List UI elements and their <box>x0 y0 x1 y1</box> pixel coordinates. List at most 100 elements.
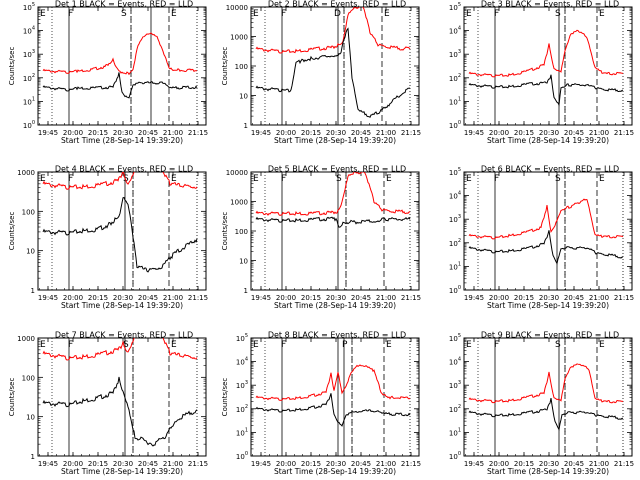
y-tick-exponent: 4 <box>458 191 461 197</box>
x-tick-label: 21:00 <box>376 294 396 302</box>
x-tick-label: 20:15 <box>88 129 108 137</box>
marker-letter: E <box>171 174 177 184</box>
x-tick-label: 20:45 <box>138 294 158 302</box>
x-tick-label: 20:00 <box>276 129 296 137</box>
y-tick-label: 103 <box>449 49 461 59</box>
y-tick-label: 104 <box>449 26 461 36</box>
x-tick-label: 20:00 <box>489 460 509 468</box>
series-events-line <box>468 398 624 431</box>
x-axis-label: Start Time (28-Sep-14 19:39:20) <box>61 301 183 310</box>
panel-title: Det 1 BLACK = Events, RED = LLD <box>55 0 193 9</box>
y-tick-label: 104 <box>23 26 35 36</box>
x-tick-label: 20:15 <box>301 294 321 302</box>
y-tick-label: 105 <box>449 2 461 12</box>
y-tick-exponent: 0 <box>458 451 461 457</box>
x-tick-label: 20:30 <box>113 294 133 302</box>
series-events-line <box>42 376 198 447</box>
marker-letter: E <box>599 174 605 184</box>
x-tick-label: 20:15 <box>88 294 108 302</box>
x-tick-label: 20:30 <box>326 129 346 137</box>
x-axis-label: Start Time (28-Sep-14 19:39:20) <box>274 301 396 310</box>
series-events-line <box>468 230 624 265</box>
x-axis-label: Start Time (28-Sep-14 19:39:20) <box>61 136 183 145</box>
y-tick-label: 102 <box>449 404 461 414</box>
x-tick-label: 20:45 <box>564 129 584 137</box>
x-tick-label: 19:45 <box>464 294 484 302</box>
y-tick-label: 100 <box>22 374 35 382</box>
y-tick-exponent: 4 <box>32 26 35 32</box>
x-tick-label: 20:30 <box>326 294 346 302</box>
y-tick-label: 101 <box>236 427 248 437</box>
y-tick-label: 1 <box>244 122 248 130</box>
x-tick-label: 20:30 <box>539 129 559 137</box>
y-tick-label: 1000 <box>230 34 248 42</box>
x-tick-label: 21:00 <box>589 129 609 137</box>
panel-det-8: Det 8 BLACK = Events, RED = LLD 19:45 20:0… <box>221 331 421 477</box>
x-tick-label: 21:15 <box>188 460 208 468</box>
marker-letter: P <box>342 340 348 350</box>
marker-letter: S <box>123 174 129 184</box>
x-tick-label: 21:15 <box>614 460 634 468</box>
x-tick-label: 20:15 <box>301 460 321 468</box>
x-tick-label: 21:15 <box>401 294 421 302</box>
marker-letter: S <box>555 174 561 184</box>
marker-letter: E <box>466 9 472 19</box>
panel-title: Det 7 BLACK = Events, RED = LLD <box>55 331 193 340</box>
marker-letter: E <box>599 340 605 350</box>
series-lld-line <box>468 363 624 404</box>
x-tick-label: 19:45 <box>38 460 58 468</box>
x-tick-label: 20:00 <box>63 129 83 137</box>
y-tick-exponent: 5 <box>245 333 248 339</box>
y-tick-label: 104 <box>449 357 461 367</box>
marker-letter: E <box>253 174 259 184</box>
y-axis-label: Counts/sec <box>221 378 229 417</box>
y-tick-exponent: 1 <box>32 96 35 102</box>
marker-letter: E <box>40 174 46 184</box>
y-tick-label: 1 <box>31 453 35 461</box>
series-lld-line <box>255 7 411 54</box>
y-tick-label: 102 <box>23 73 35 83</box>
panel-det-9: Det 9 BLACK = Events, RED = LLD 19:45 20:0… <box>449 331 634 477</box>
x-tick-label: 21:00 <box>376 129 396 137</box>
x-tick-label: 20:15 <box>514 294 534 302</box>
panel-title: Det 8 BLACK = Events, RED = LLD <box>268 331 406 340</box>
marker-letter: D <box>334 9 341 19</box>
y-tick-exponent: 2 <box>245 404 248 410</box>
x-tick-label: 21:00 <box>376 460 396 468</box>
y-axis-label: Counts/sec <box>8 378 16 417</box>
y-tick-exponent: 5 <box>458 333 461 339</box>
y-tick-label: 1000 <box>230 199 248 207</box>
y-tick-label: 10 <box>239 93 248 101</box>
plot-frame <box>463 6 633 126</box>
x-tick-label: 20:45 <box>138 460 158 468</box>
y-tick-label: 103 <box>449 214 461 224</box>
x-tick-label: 21:15 <box>188 294 208 302</box>
marker-letter: S <box>555 9 561 19</box>
x-tick-label: 20:30 <box>113 129 133 137</box>
y-tick-label: 101 <box>449 427 461 437</box>
y-tick-exponent: 0 <box>458 285 461 291</box>
y-tick-exponent: 0 <box>32 120 35 126</box>
y-tick-exponent: 3 <box>32 49 35 55</box>
marker-letter: F <box>494 340 499 350</box>
series-lld-line <box>42 32 198 76</box>
series-events-line <box>468 74 624 107</box>
y-tick-label: 10 <box>26 248 35 256</box>
x-axis-label: Start Time (28-Sep-14 19:39:20) <box>487 136 609 145</box>
panel-title: Det 6 BLACK = Events, RED = LLD <box>481 165 619 174</box>
y-tick-exponent: 3 <box>458 49 461 55</box>
panel-det-1: Det 1 BLACK = Events, RED = LLD 19:45 20:0… <box>8 0 208 145</box>
series-lld-line <box>42 172 198 190</box>
marker-letter: F <box>281 9 286 19</box>
y-tick-exponent: 0 <box>245 451 248 457</box>
panel-det-2: Det 2 BLACK = Events, RED = LLD 19:45 20:0… <box>221 0 421 145</box>
marker-letter: E <box>386 174 392 184</box>
x-tick-label: 19:45 <box>251 460 271 468</box>
x-tick-label: 20:00 <box>276 460 296 468</box>
marker-letter: F <box>281 340 286 350</box>
y-tick-label: 103 <box>236 380 248 390</box>
y-tick-label: 10 <box>239 258 248 266</box>
y-tick-exponent: 1 <box>245 427 248 433</box>
x-tick-label: 19:45 <box>251 294 271 302</box>
y-tick-label: 104 <box>236 357 248 367</box>
